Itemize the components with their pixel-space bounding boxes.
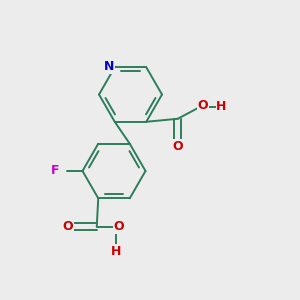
- Text: F: F: [51, 164, 59, 178]
- Text: H: H: [111, 244, 122, 258]
- Text: O: O: [113, 220, 124, 233]
- Text: H: H: [216, 100, 227, 113]
- Text: O: O: [63, 220, 73, 233]
- Text: N: N: [104, 60, 115, 73]
- Text: O: O: [197, 99, 208, 112]
- Text: O: O: [172, 140, 183, 153]
